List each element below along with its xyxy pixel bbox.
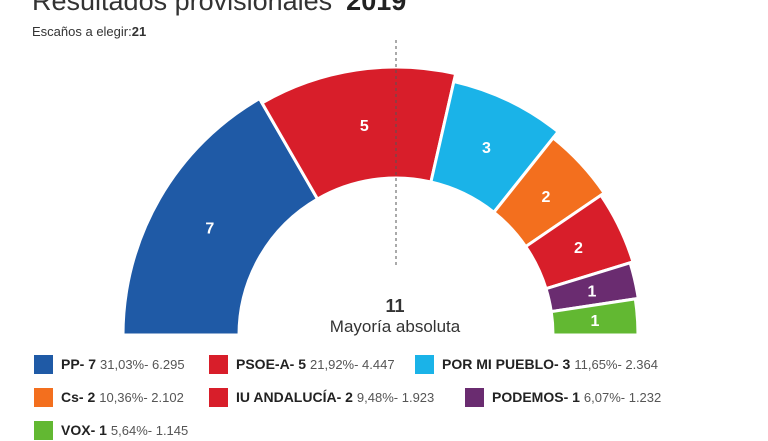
legend-party: POR MI PUEBLO- 3	[442, 356, 571, 372]
legend-item-psoe-a: PSOE-A- 5 21,92%- 4.447	[209, 353, 395, 375]
title-text: Resultados provisionales	[32, 0, 333, 16]
legend-stats: 21,92%- 4.447	[310, 356, 395, 372]
title-year: 2019	[346, 0, 407, 16]
seat-value-label: 1	[588, 283, 597, 300]
legend-stats: 9,48%- 1.923	[356, 389, 435, 405]
seat-value-label: 7	[205, 221, 214, 238]
legend-swatch	[34, 354, 53, 374]
seats-label: Escaños a elegir:	[32, 24, 132, 39]
legend-swatch	[465, 387, 484, 407]
legend-item-vox: VOX- 1 5,64%- 1.145	[34, 419, 188, 441]
legend-party: Cs- 2	[61, 389, 96, 405]
chart-title: Resultados provisionales 2019	[32, 0, 406, 17]
seat-value-label: 5	[360, 118, 369, 135]
legend-swatch	[34, 387, 53, 407]
seat-wedge-podemos	[544, 260, 640, 314]
legend: PP- 7 31,03%- 6.295 PSOE-A- 5 21,92%- 4.…	[0, 350, 768, 440]
seat-wedge-vox	[549, 297, 640, 337]
legend-party: VOX- 1	[61, 422, 107, 438]
majority-value: 11	[385, 296, 405, 316]
legend-item-cs: Cs- 2 10,36%- 2.102	[34, 386, 184, 408]
legend-swatch	[34, 420, 53, 440]
seats-to-elect: Escaños a elegir:21	[32, 24, 146, 39]
legend-item-pp: PP- 7 31,03%- 6.295	[34, 353, 185, 375]
legend-party: PP- 7	[61, 356, 97, 372]
seat-value-label: 1	[590, 313, 599, 330]
seat-wedge-por-mi-pueblo	[429, 79, 561, 215]
seat-value-label: 2	[574, 240, 583, 257]
legend-stats: 11,65%- 2.364	[574, 356, 658, 372]
legend-party: PSOE-A- 5	[236, 356, 307, 372]
legend-stats: 31,03%- 6.295	[100, 356, 185, 372]
seat-value-label: 2	[541, 189, 550, 206]
legend-item-iu-andalucia: IU ANDALUCÍA- 2 9,48%- 1.923	[209, 386, 434, 408]
seat-wedge-cs	[491, 135, 607, 249]
seat-wedge-pp	[121, 96, 320, 337]
legend-swatch	[209, 387, 228, 407]
legend-swatch	[209, 354, 228, 374]
legend-party: PODEMOS- 1	[492, 389, 580, 405]
legend-item-podemos: PODEMOS- 1 6,07%- 1.232	[465, 386, 661, 408]
majority-label: 11 Mayoría absoluta	[295, 296, 495, 338]
majority-text: Mayoría absoluta	[329, 317, 461, 336]
legend-swatch	[415, 354, 434, 374]
legend-stats: 5,64%- 1.145	[110, 422, 189, 438]
seat-wedge-iu-andaluc-a	[523, 193, 635, 291]
legend-party: IU ANDALUCÍA- 2	[236, 389, 353, 405]
legend-stats: 10,36%- 2.102	[99, 389, 184, 405]
seat-wedge-psoe-a	[259, 65, 458, 202]
seats-value: 21	[131, 24, 147, 39]
seat-value-label: 3	[482, 140, 491, 157]
legend-item-por-mi-pueblo: POR MI PUEBLO- 3 11,65%- 2.364	[415, 353, 658, 375]
legend-stats: 6,07%- 1.232	[583, 389, 662, 405]
